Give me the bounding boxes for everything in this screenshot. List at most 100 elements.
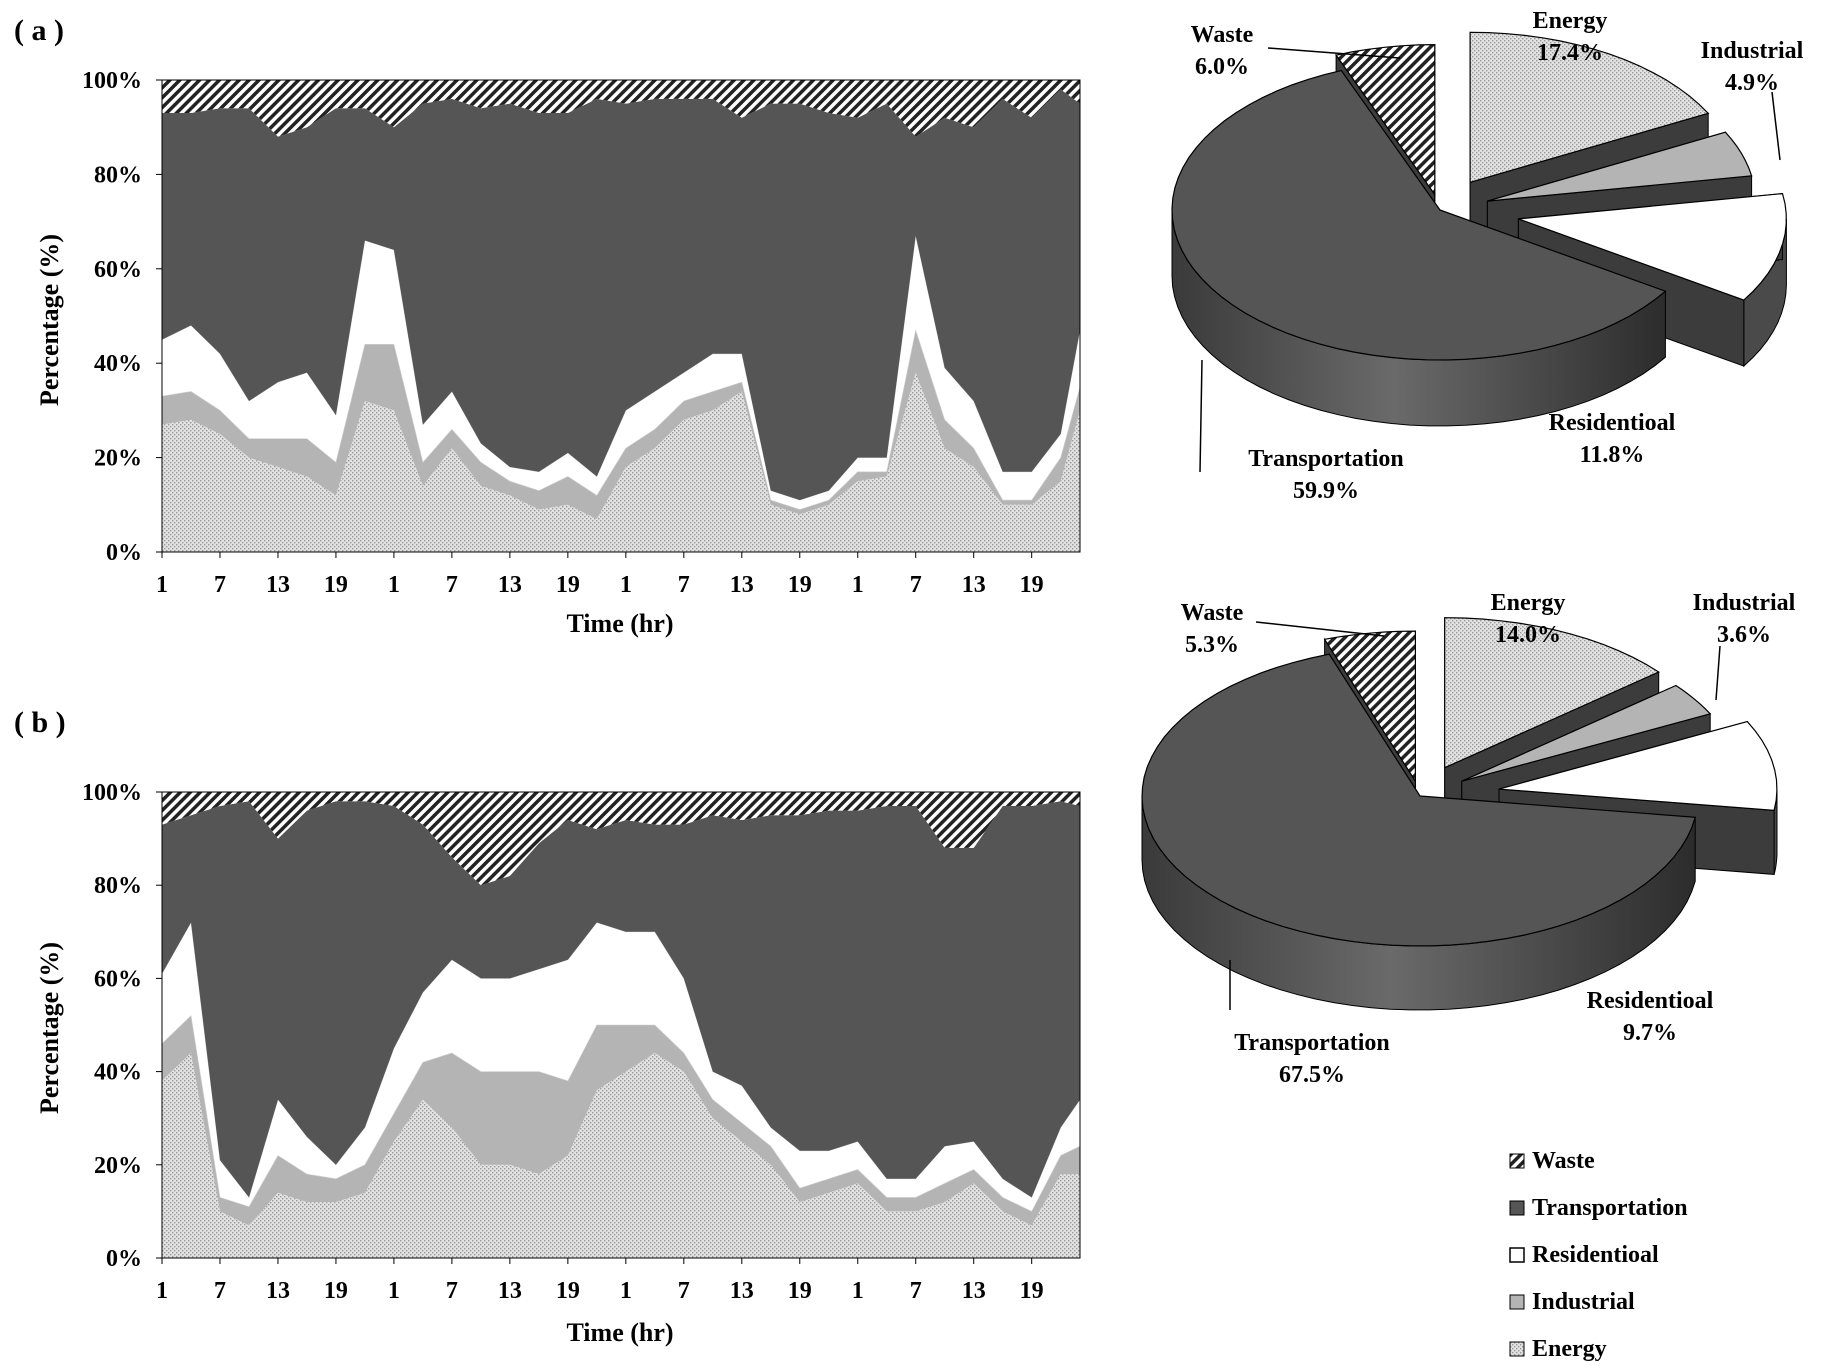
x-tick-label: 1 xyxy=(388,1278,400,1304)
x-tick-label: 13 xyxy=(266,1278,290,1304)
x-tick-label: 13 xyxy=(498,572,522,598)
y-tick-label: 100% xyxy=(82,780,142,806)
x-tick-label: 1 xyxy=(620,572,632,598)
y-tick-label: 60% xyxy=(94,257,142,283)
area-transportation-b xyxy=(162,801,1080,1198)
y-axis-label-b: Percentage (%) xyxy=(35,942,64,1114)
pie-b-label-transportation: Transportation xyxy=(1234,1030,1390,1056)
x-tick-label: 7 xyxy=(910,572,922,598)
pie-a-label-energy: Energy xyxy=(1533,8,1608,34)
x-tick-label: 1 xyxy=(388,572,400,598)
area-industrial-a xyxy=(162,330,1080,519)
legend-label-energy: Energy xyxy=(1532,1336,1607,1362)
pie-b-label-industrial: Industrial xyxy=(1693,590,1796,616)
pie-a-value-transportation: 59.9% xyxy=(1293,478,1359,504)
legend-swatch-transportation xyxy=(1509,1200,1525,1216)
legend-swatch-industrial xyxy=(1509,1294,1525,1310)
x-tick-label: 13 xyxy=(266,572,290,598)
pie-slice-energy-b xyxy=(1444,617,1660,769)
x-axis-label-a: Time (hr) xyxy=(566,609,673,638)
y-tick-label: 0% xyxy=(106,1246,142,1272)
x-ticks-b: 1 7 13 19 1 7 13 19 1 7 13 19 1 7 13 19 xyxy=(156,1258,1044,1304)
pie-slice-residentioal-a xyxy=(1518,192,1787,301)
x-tick-label: 7 xyxy=(446,572,458,598)
legend-swatch-energy xyxy=(1509,1341,1525,1357)
x-tick-label: 19 xyxy=(556,572,580,598)
legend-item-energy: Energy xyxy=(1509,1336,1607,1362)
pie-slice-industrial-b xyxy=(1461,684,1712,782)
pie-a-label-waste: Waste xyxy=(1191,22,1254,48)
x-ticks-a: 1 7 13 19 1 7 13 19 1 7 13 19 1 7 13 19 xyxy=(156,552,1044,598)
y-ticks-a: 0% 20% 40% 60% 80% 100% xyxy=(82,68,162,566)
pie-slice-residentioal-b xyxy=(1498,720,1778,812)
x-tick-label: 1 xyxy=(620,1278,632,1304)
pie-a-value-energy: 17.4% xyxy=(1537,40,1603,66)
pie-a-leader-lines xyxy=(1199,47,1781,473)
x-tick-label: 1 xyxy=(852,1278,864,1304)
x-tick-label: 13 xyxy=(498,1278,522,1304)
pie-slices-b xyxy=(1141,617,1778,1011)
leader-line-transportation-a xyxy=(1199,359,1203,473)
legend-item-industrial: Industrial xyxy=(1509,1289,1635,1315)
area-series-b xyxy=(161,792,1081,1258)
area-series-a xyxy=(161,80,1081,552)
pie-slice-waste-b xyxy=(1323,630,1417,784)
x-tick-label: 19 xyxy=(324,572,348,598)
x-tick-label: 7 xyxy=(446,1278,458,1304)
leader-line-industrial-b xyxy=(1715,645,1721,701)
pie-b-leader-lines xyxy=(1229,621,1721,1010)
pie-slice-energy-a xyxy=(1469,31,1710,184)
pie-slice-transportation-b xyxy=(1141,653,1697,947)
pie-b-label-waste: Waste xyxy=(1181,600,1244,626)
plot-frame-a xyxy=(161,79,1081,553)
y-tick-label: 60% xyxy=(94,966,142,992)
pie-b-value-industrial: 3.6% xyxy=(1717,622,1771,648)
legend-label-waste: Waste xyxy=(1532,1148,1595,1174)
panel-label-a: ( a ) xyxy=(14,14,64,47)
leader-line-industrial-a xyxy=(1771,91,1781,161)
x-tick-label: 19 xyxy=(788,572,812,598)
pie-b-value-residential: 9.7% xyxy=(1623,1020,1677,1046)
x-tick-label: 13 xyxy=(962,572,986,598)
legend-item-waste: Waste xyxy=(1509,1148,1595,1174)
pie-slices-a xyxy=(1171,31,1787,427)
leader-line-waste-a xyxy=(1267,47,1401,59)
x-tick-label: 1 xyxy=(852,572,864,598)
legend-label-residential: Residentioal xyxy=(1532,1242,1659,1268)
leader-line-waste-b xyxy=(1255,621,1385,637)
area-chart-a: ( a ) 0%20%40%60%80%100% 1 7 13 19 1 7 13 19 1 7 1… xyxy=(14,14,1081,638)
x-tick-label: 19 xyxy=(1020,572,1044,598)
x-tick-label: 19 xyxy=(556,1278,580,1304)
x-tick-label: 1 xyxy=(156,572,168,598)
y-tick-label: 80% xyxy=(94,162,142,188)
pie-slice-industrial-a xyxy=(1487,131,1753,202)
y-tick-label: 20% xyxy=(94,1153,142,1179)
x-tick-label: 19 xyxy=(1020,1278,1044,1304)
area-industrial-b xyxy=(162,1015,1080,1226)
pie-b-value-waste: 5.3% xyxy=(1185,632,1239,658)
y-axis-label-a: Percentage (%) xyxy=(35,234,64,406)
legend-label-industrial: Industrial xyxy=(1532,1289,1635,1315)
pie-a-label-transportation: Transportation xyxy=(1248,446,1404,472)
area-energy-a xyxy=(162,372,1080,552)
pie-a-label-industrial: Industrial xyxy=(1701,38,1804,64)
x-tick-label: 13 xyxy=(730,572,754,598)
pie-slice-transportation-a xyxy=(1171,69,1667,361)
pie-b-label-residential: Residentioal xyxy=(1587,988,1714,1014)
y-tick-label: 40% xyxy=(94,351,142,377)
pie-chart-a: Waste 6.0% Energy 17.4% Industrial 4.9% … xyxy=(1171,8,1804,504)
legend-item-transportation: Transportation xyxy=(1509,1195,1688,1221)
y-tick-label: 80% xyxy=(94,873,142,899)
area-waste-a xyxy=(162,80,1080,137)
area-waste-b xyxy=(162,792,1080,886)
y-tick-label: 0% xyxy=(106,540,142,566)
pie-a-label-residential: Residentioal xyxy=(1549,410,1676,436)
pie-b-value-transportation: 67.5% xyxy=(1279,1062,1345,1088)
x-tick-label: 7 xyxy=(214,1278,226,1304)
area-energy-b xyxy=(162,1053,1080,1258)
y-ticks-b: 0% 20% 40% 60% 80% 100% xyxy=(82,780,162,1272)
y-tick-label: 20% xyxy=(94,446,142,472)
y-tick-label: 40% xyxy=(94,1060,142,1086)
legend-item-residential: Residentioal xyxy=(1509,1242,1659,1268)
